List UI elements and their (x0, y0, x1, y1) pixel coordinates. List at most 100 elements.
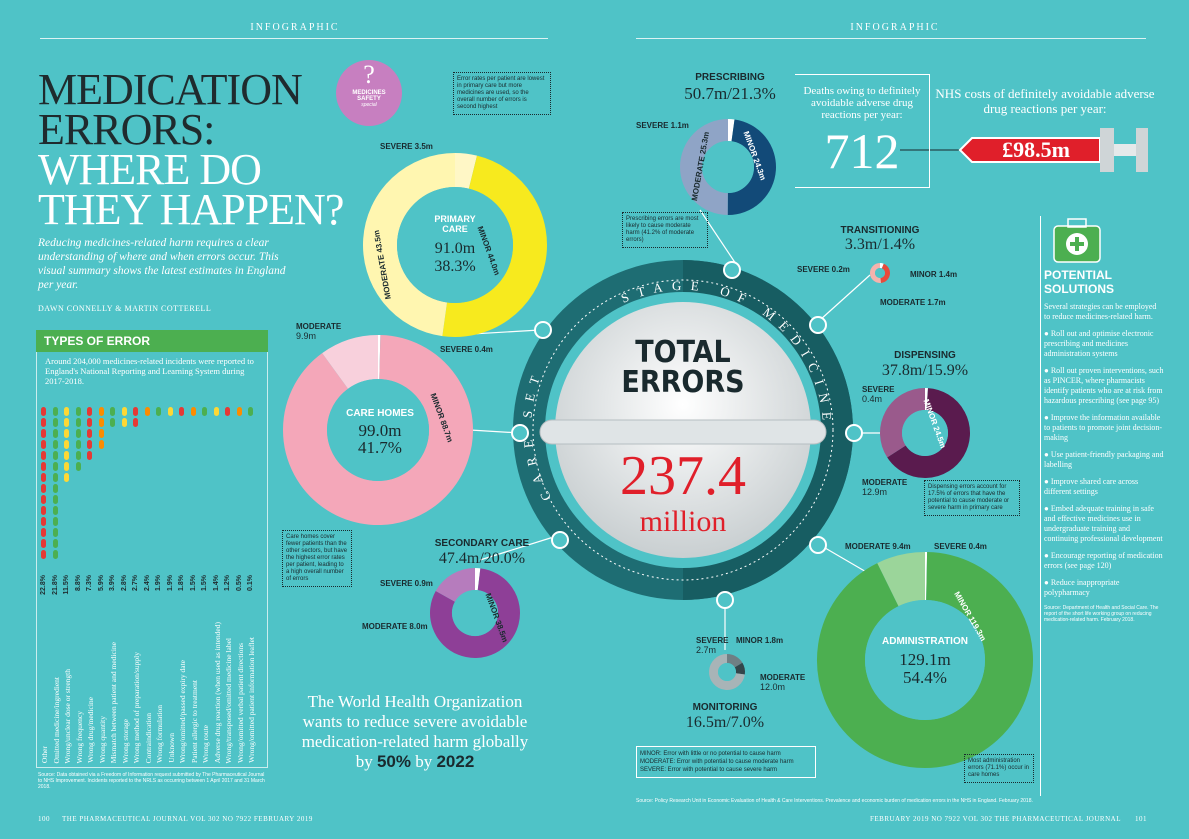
prescribing-note: Prescribing errors are most likely to ca… (622, 212, 708, 248)
type-pill (41, 528, 46, 537)
syringe-icon (900, 128, 1148, 172)
type-pill (52, 550, 58, 559)
type-pill (225, 407, 230, 416)
care-homes-title: CARE HOMES (346, 408, 414, 419)
type-pill (64, 440, 69, 449)
type-pill (52, 473, 58, 482)
care-homes-segment (322, 335, 379, 390)
primary-care-hole (397, 187, 513, 303)
footer-left-page: 100 (38, 815, 50, 823)
primary-severe: SEVERE 3.5m (380, 142, 433, 151)
severity-legend: MINOR: Error with little or no potential… (636, 746, 816, 778)
secondary-nums: 47.4m/20.0% (438, 550, 526, 567)
prescribing-segment (727, 119, 776, 215)
header-right: INFOGRAPHIC (850, 22, 940, 33)
dispensing-segment (880, 388, 926, 458)
svg-text:CARE SETTING: CARE SETTING (513, 260, 554, 503)
type-pill (64, 418, 69, 427)
secondary-care-segment (435, 568, 476, 603)
transitioning-segment (870, 263, 881, 283)
monitoring-moderate: MODERATE 12.0m (760, 673, 806, 692)
type-pill (41, 407, 46, 416)
administration-total: 129.1m (899, 650, 951, 669)
care-moderate: MODERATE 9.9m (296, 322, 342, 341)
solution-item: ● Embed adequate training in safe and ef… (1044, 504, 1163, 543)
total-errors-value: 237.4 (620, 445, 746, 507)
type-pill (248, 407, 253, 416)
dispensing-severe: SEVERE 0.4m (862, 385, 895, 404)
type-pill (41, 451, 46, 460)
footer-right-text: FEBRUARY 2019 NO 7922 VOL 302 THE PHARMA… (870, 815, 1121, 823)
costs-label: NHS costs of definitely avoidable advers… (935, 86, 1155, 116)
monitoring-severe: SEVERE 2.7m (696, 636, 729, 655)
dispensing-moderate: MODERATE 12.9m (862, 478, 908, 497)
costs-value: £98.5m (1002, 137, 1070, 162)
prescribing-title: PRESCRIBING (695, 72, 765, 83)
dispensing-note: Dispensing errors account for 17.5% of e… (924, 480, 1020, 516)
type-pill (41, 495, 46, 504)
first-aid-kit-icon (1053, 218, 1101, 263)
monitoring-segment (726, 654, 743, 668)
who-text: The World Health Organization wants to re… (301, 692, 529, 771)
transitioning-severe: SEVERE 0.2m (797, 265, 850, 274)
type-pill (64, 429, 69, 438)
type-pill (41, 462, 46, 471)
care-homes-hole (327, 379, 429, 481)
type-pill (52, 440, 58, 449)
type-pill (87, 440, 92, 449)
transitioning-moderate: MODERATE 1.7m (880, 298, 946, 307)
type-pill (52, 495, 58, 504)
type-pill (87, 418, 92, 427)
administration-segment (817, 552, 1033, 768)
secondary-moderate: MODERATE 8.0m (362, 622, 428, 631)
deaths-box: Deaths owing to definitely avoidable adv… (795, 74, 930, 188)
ring-text: STAGE OF MEDICINES USE CARE SETTING (513, 260, 826, 503)
type-pill (75, 429, 81, 438)
primary-care-segment (442, 155, 547, 337)
prescribing-segment (680, 119, 729, 215)
monitoring-minor: MINOR 1.8m (736, 636, 784, 645)
type-pill (41, 517, 46, 526)
type-pill (87, 451, 92, 460)
type-pill (64, 451, 69, 460)
type-pill (75, 418, 81, 427)
type-pill (87, 407, 92, 416)
prescribing-severe: SEVERE 1.1m (636, 121, 689, 130)
transitioning-minor: MINOR 1.4m (910, 270, 958, 279)
type-pill (41, 539, 46, 548)
page-title: MEDICATION ERRORS: WHERE DO THEY HAPPEN? (38, 65, 344, 234)
monitoring-nums: 16.5m/7.0% (685, 714, 765, 731)
type-pill (41, 506, 46, 515)
question-mark-icon: ? (363, 60, 375, 89)
type-pill (121, 407, 127, 416)
footer-left-text: THE PHARMACEUTICAL JOURNAL VOL 302 NO 79… (62, 815, 313, 823)
administration-pct: 54.4% (903, 668, 947, 687)
solution-item: ● Reduce inappropriate polypharmacy (1044, 578, 1120, 597)
type-pill (98, 418, 104, 427)
type-pill (52, 451, 58, 460)
type-pill (98, 440, 104, 449)
monitoring-title: MONITORING (692, 702, 758, 713)
care-homes-total: 99.0m (358, 421, 402, 440)
care-note: Care homes cover fewer patients than the… (282, 530, 352, 587)
type-pill (133, 418, 138, 427)
type-pill (41, 418, 46, 427)
transitioning-segment (880, 263, 890, 283)
secondary-care-hole (452, 590, 498, 636)
type-pill (144, 407, 150, 416)
transitioning-hole (875, 268, 885, 278)
type-pill (52, 462, 58, 471)
primary-note: Error rates per patient are lowest in pr… (453, 72, 551, 115)
types-of-error-panel: TYPES OF ERROR Around 204,000 medicines-… (36, 330, 268, 768)
administration-severe: SEVERE 0.4m (934, 542, 987, 551)
monitoring-hole (718, 663, 736, 681)
secondary-severe: SEVERE 0.9m (380, 579, 433, 588)
type-pill (52, 506, 58, 515)
footer-right-page: 101 (1135, 815, 1147, 823)
header-left: INFOGRAPHIC (250, 22, 340, 33)
type-pill (64, 407, 69, 416)
monitoring-segment (709, 654, 745, 690)
type-pill (121, 418, 127, 427)
type-pill (41, 429, 46, 438)
